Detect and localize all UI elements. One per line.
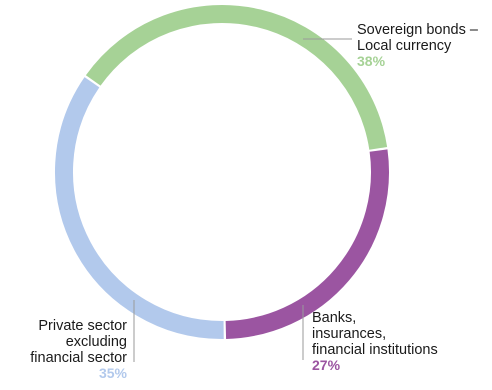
slice-1 bbox=[85, 5, 388, 150]
leader-lines-layer bbox=[133, 38, 352, 362]
slice-value-3: 35% bbox=[99, 365, 128, 381]
slice-label-1-line-1: Sovereign bonds – bbox=[357, 22, 479, 38]
slice-label-2-line-1: Banks, bbox=[312, 310, 356, 326]
slice-value-2: 27% bbox=[312, 357, 341, 373]
slice-label-2-line-3: financial institutions bbox=[312, 342, 438, 358]
slice-label-2-line-2: insurances, bbox=[312, 326, 386, 342]
slices-layer bbox=[55, 5, 389, 339]
slice-label-3-line-1: Private sector bbox=[38, 318, 127, 334]
slice-label-3-line-2: excluding bbox=[66, 334, 127, 350]
slice-label-3-line-3: financial sector bbox=[30, 350, 127, 366]
slice-3 bbox=[55, 77, 224, 339]
slice-2 bbox=[225, 149, 389, 339]
slice-label-1-line-2: Local currency bbox=[357, 38, 452, 54]
slice-value-1: 38% bbox=[357, 53, 386, 69]
